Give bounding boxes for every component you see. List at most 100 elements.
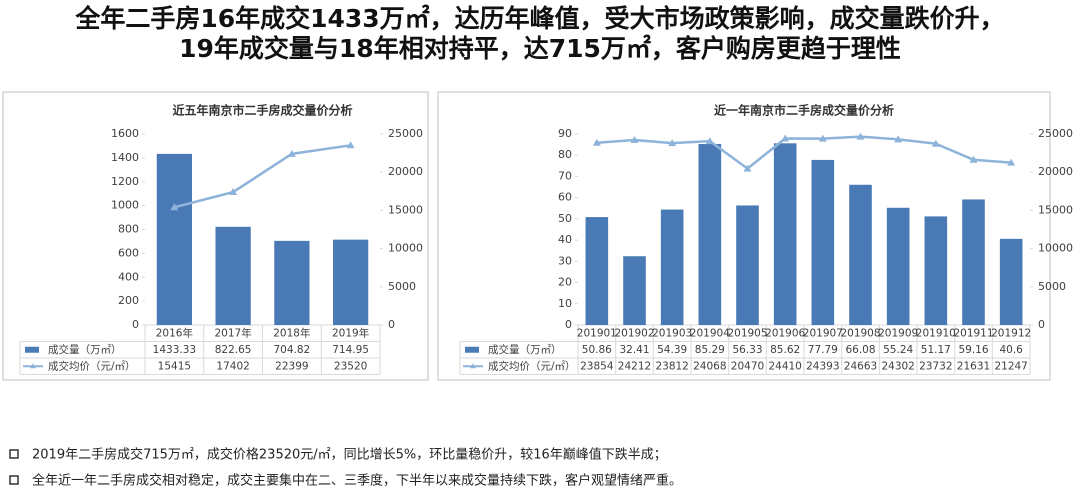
note: 2019年二手房成交715万㎡，成交价格23520元/㎡，同比增长5%，环比量稳… bbox=[32, 447, 667, 463]
table-value: 59.16 bbox=[958, 344, 988, 356]
chart-title: 近五年南京市二手房成交量价分析 bbox=[172, 103, 352, 118]
x-tick-label: 201908 bbox=[840, 327, 880, 339]
bar bbox=[849, 184, 872, 325]
y2-tick-label: 15000 bbox=[1038, 203, 1073, 216]
legend-key bbox=[470, 363, 476, 369]
table-value: 1433.33 bbox=[153, 344, 196, 356]
x-tick-label: 201909 bbox=[878, 327, 918, 339]
bar bbox=[215, 226, 251, 325]
table-value: 24068 bbox=[693, 360, 726, 372]
bar bbox=[156, 153, 192, 325]
y-tick-label: 400 bbox=[118, 270, 139, 283]
y-tick-label: 90 bbox=[558, 127, 572, 140]
x-tick-label: 201907 bbox=[803, 327, 843, 339]
slide-title: 全年二手房16年成交1433万㎡，达历年峰值，受大市场政策影响，成交量跌价升， bbox=[74, 4, 1004, 33]
marker bbox=[229, 188, 238, 196]
table-value: 24302 bbox=[881, 360, 914, 372]
x-tick-label: 201906 bbox=[765, 327, 805, 339]
y-tick-label: 70 bbox=[558, 169, 572, 182]
marker bbox=[969, 155, 978, 163]
y-tick-label: 1000 bbox=[111, 199, 139, 212]
table-value: 77.79 bbox=[808, 344, 838, 356]
y-tick-label: 60 bbox=[558, 191, 572, 204]
marker bbox=[705, 137, 714, 145]
note: 全年近一年二手房成交相对稳定，成交主要集中在二、三季度，下半年以来成交量持续下跌… bbox=[32, 473, 682, 489]
bar bbox=[333, 239, 369, 325]
x-tick-label: 2017年 bbox=[215, 326, 252, 339]
table-value: 15415 bbox=[158, 360, 191, 372]
table-value: 40.6 bbox=[999, 344, 1023, 356]
legend-label: 成交量（万㎡） bbox=[48, 343, 122, 356]
y2-tick-label: 10000 bbox=[1038, 242, 1073, 255]
y-tick-label: 0 bbox=[565, 318, 572, 331]
line bbox=[596, 135, 1012, 171]
y2-tick-label: 20000 bbox=[1038, 165, 1073, 178]
y2-tick-label: 10000 bbox=[388, 242, 423, 255]
table-value: 23812 bbox=[655, 360, 688, 372]
y2-tick-label: 5000 bbox=[388, 280, 416, 293]
marker bbox=[856, 132, 865, 140]
table-value: 66.08 bbox=[845, 344, 875, 356]
line bbox=[174, 144, 351, 209]
bar bbox=[736, 205, 759, 325]
table-value: 23520 bbox=[334, 360, 367, 372]
bar bbox=[924, 216, 948, 325]
x-tick-label: 201912 bbox=[991, 327, 1031, 339]
marker bbox=[630, 136, 639, 144]
table-value: 23732 bbox=[919, 360, 952, 372]
x-tick-label: 201910 bbox=[916, 327, 956, 339]
x-tick-label: 2018年 bbox=[273, 326, 310, 339]
marker bbox=[894, 135, 903, 143]
y-tick-label: 800 bbox=[118, 223, 139, 236]
x-tick-label: 201902 bbox=[614, 327, 654, 339]
y-tick-label: 20 bbox=[558, 276, 572, 289]
legend-key bbox=[465, 346, 479, 353]
x-tick-label: 2019年 bbox=[332, 326, 369, 339]
bar bbox=[773, 143, 797, 325]
y2-tick-label: 5000 bbox=[1038, 280, 1066, 293]
bar bbox=[585, 217, 609, 325]
table-value: 20470 bbox=[731, 360, 764, 372]
y-tick-label: 1400 bbox=[111, 151, 139, 164]
marker bbox=[170, 203, 179, 211]
marker bbox=[346, 141, 355, 149]
table-value: 822.65 bbox=[215, 344, 252, 356]
slide-title: 19年成交量与18年相对持平，达715万㎡，客户购房更趋于理性 bbox=[179, 34, 901, 63]
table-value: 55.24 bbox=[883, 344, 913, 356]
table-value: 85.62 bbox=[770, 344, 800, 356]
table-value: 24663 bbox=[844, 360, 877, 372]
bullet bbox=[9, 449, 19, 459]
table-value: 32.41 bbox=[619, 344, 649, 356]
chart-panel bbox=[437, 91, 1051, 381]
legend-label: 成交均价（元/㎡） bbox=[488, 359, 576, 372]
table-value: 714.95 bbox=[332, 344, 369, 356]
table-value: 85.29 bbox=[695, 344, 725, 356]
x-tick-label: 201905 bbox=[727, 327, 767, 339]
table-value: 21631 bbox=[957, 360, 990, 372]
legend-key bbox=[25, 346, 39, 353]
table-value: 17402 bbox=[216, 360, 249, 372]
y-tick-label: 200 bbox=[118, 294, 139, 307]
y2-tick-label: 0 bbox=[388, 318, 395, 331]
bar bbox=[660, 209, 684, 325]
marker bbox=[818, 134, 827, 142]
marker bbox=[287, 149, 296, 157]
table-value: 24393 bbox=[806, 360, 839, 372]
y2-tick-label: 25000 bbox=[1038, 127, 1073, 140]
x-tick-label: 201903 bbox=[652, 327, 692, 339]
legend-label: 成交均价（元/㎡） bbox=[48, 359, 136, 372]
y2-tick-label: 20000 bbox=[388, 165, 423, 178]
table-value: 21247 bbox=[994, 360, 1027, 372]
marker bbox=[781, 134, 790, 142]
x-tick-label: 201904 bbox=[690, 327, 730, 339]
table-value: 50.86 bbox=[582, 344, 612, 356]
y-tick-label: 1200 bbox=[111, 175, 139, 188]
x-tick-label: 201901 bbox=[577, 327, 617, 339]
chart-title: 近一年南京市二手房成交量价分析 bbox=[714, 103, 894, 118]
y-tick-label: 50 bbox=[558, 212, 572, 225]
bar bbox=[962, 199, 985, 325]
bar bbox=[274, 240, 310, 325]
y-tick-label: 1600 bbox=[111, 127, 139, 140]
x-tick-label: 2016年 bbox=[156, 326, 193, 339]
